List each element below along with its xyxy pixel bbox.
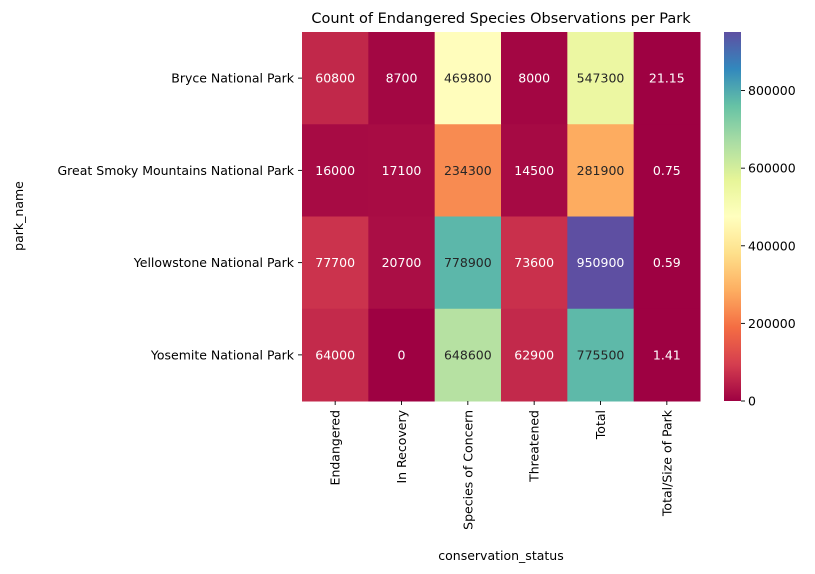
heatmap-cell [567, 124, 635, 217]
cell-value-label: 469800 [444, 71, 492, 86]
cell-value-label: 8700 [386, 71, 418, 86]
cell-value-label: 281900 [577, 163, 625, 178]
heatmap-cell [302, 32, 369, 125]
heatmap-cell [633, 216, 701, 310]
heatmap-cell [368, 124, 436, 217]
chart-title: Count of Endangered Species Observations… [311, 11, 691, 27]
x-tick-label: In Recovery [394, 409, 409, 483]
x-axis-label: conservation_status [438, 548, 563, 563]
cell-value-label: 60800 [315, 71, 355, 86]
cell-value-label: 775500 [577, 347, 625, 362]
x-tick-label: Endangered [328, 410, 343, 485]
x-tick-label: Total [593, 410, 608, 440]
cell-value-label: 778900 [444, 255, 492, 270]
cell-value-label: 1.41 [653, 347, 681, 362]
heatmap-cell [501, 32, 568, 125]
cell-value-label: 73600 [514, 255, 554, 270]
y-tick-label: Yellowstone National Park [133, 255, 295, 270]
cell-value-label: 14500 [514, 163, 554, 178]
heatmap-cell [434, 216, 502, 310]
cell-value-label: 0.75 [653, 163, 681, 178]
cell-value-label: 64000 [315, 347, 355, 362]
cell-value-label: 950900 [577, 255, 625, 270]
x-tick-label: Species of Concern [460, 410, 475, 530]
heatmap-cell [368, 32, 436, 125]
cell-value-label: 20700 [382, 255, 422, 270]
x-tick-label: Threatened [527, 410, 542, 483]
cell-value-label: 648600 [444, 347, 492, 362]
cell-value-label: 21.15 [649, 71, 685, 86]
colorbar: 0 200000 400000 600000 800000 [724, 32, 796, 409]
cell-value-label: 8000 [518, 71, 550, 86]
heatmap-cell [302, 308, 369, 402]
colorbar-gradient [724, 32, 741, 401]
cell-value-label: 77700 [315, 255, 355, 270]
colorbar-tick-label: 0 [748, 394, 756, 409]
heatmap-cell [434, 124, 502, 217]
heatmap-cell [501, 308, 568, 402]
heatmap-cell [633, 124, 701, 217]
colorbar-tick-label: 400000 [748, 238, 796, 253]
heatmap-cell [302, 216, 369, 310]
y-tick-label: Bryce National Park [171, 71, 294, 86]
heatmap-cell [633, 308, 701, 402]
cell-value-label: 17100 [382, 163, 422, 178]
heatmap-cell [368, 216, 436, 310]
colorbar-tick-label: 800000 [748, 83, 796, 98]
heatmap-cell [434, 308, 502, 402]
y-tick-label: Great Smoky Mountains National Park [58, 163, 295, 178]
cell-value-label: 16000 [315, 163, 355, 178]
heatmap-cell [567, 32, 635, 125]
cell-value-label: 62900 [514, 347, 554, 362]
colorbar-tick-label: 200000 [748, 316, 796, 331]
heatmap-cells: 60800 8700 469800 8000 547300 21.15 16000 17100… [302, 32, 701, 402]
heatmap-cell [434, 32, 502, 125]
cell-value-label: 234300 [444, 163, 492, 178]
x-axis: Endangered In Recovery Species of Concern T… [328, 401, 674, 530]
y-tick-label: Yosemite National Park [150, 347, 295, 362]
cell-value-label: 547300 [577, 71, 625, 86]
heatmap-cell [368, 308, 436, 402]
heatmap-cell [501, 124, 568, 217]
colorbar-tick-label: 600000 [748, 161, 796, 176]
x-tick-label: Total/Size of Park [659, 409, 674, 517]
heatmap-cell [567, 308, 635, 402]
cell-value-label: 0 [398, 347, 406, 362]
cell-value-label: 0.59 [653, 255, 681, 270]
heatmap-cell [567, 216, 635, 310]
heatmap-cell [501, 216, 568, 310]
y-axis-label: park_name [11, 181, 26, 251]
heatmap-cell [302, 124, 369, 217]
heatmap-cell [633, 32, 701, 125]
y-axis: Bryce National Park Great Smoky Mountains… [58, 71, 302, 362]
